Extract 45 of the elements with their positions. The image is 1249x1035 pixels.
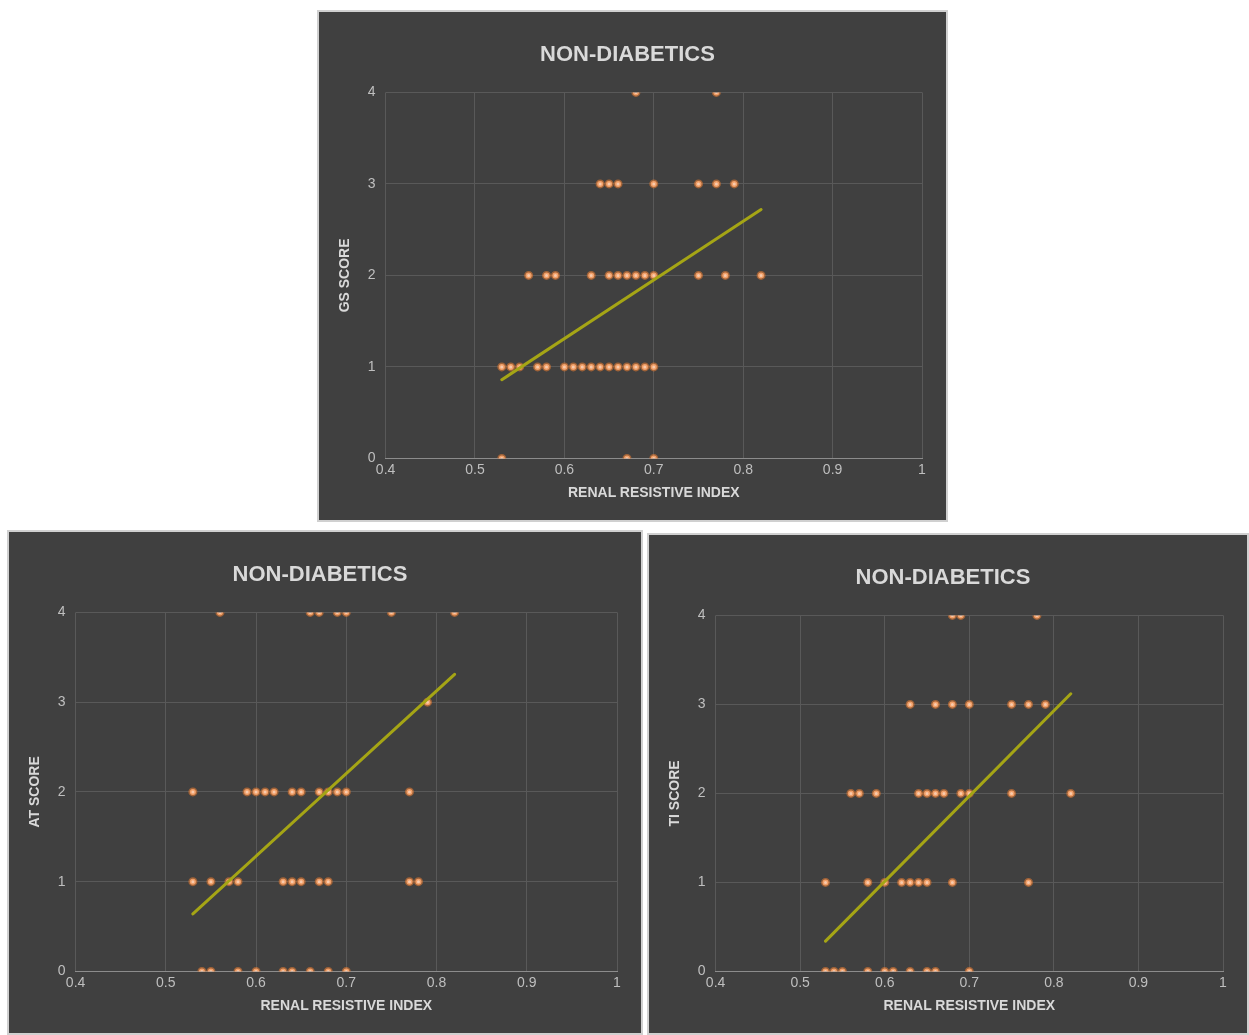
y-tick-label: 0: [697, 962, 706, 979]
y-tick-label: 4: [367, 83, 376, 100]
chart-title: NON-DIABETICS: [540, 41, 715, 67]
x-tick-label: 0.7: [959, 973, 980, 990]
x-axis-title: RENAL RESISTIVE INDEX: [567, 484, 741, 501]
x-tick-label: 0.7: [336, 973, 357, 990]
y-tick-label: 3: [57, 693, 66, 710]
y-tick-label: 3: [697, 695, 706, 712]
y-tick-label: 3: [367, 174, 376, 191]
chart-title: NON-DIABETICS: [855, 564, 1031, 590]
y-tick-label: 4: [57, 603, 66, 620]
x-tick-label: 0.5: [156, 973, 176, 990]
x-tick-label: 1: [613, 973, 622, 990]
x-axis-title: RENAL RESISTIVE INDEX: [883, 997, 1056, 1014]
y-axis-title: TI SCORE: [666, 760, 683, 827]
y-tick-label: 1: [367, 357, 376, 374]
y-tick-label: 2: [697, 784, 706, 801]
x-axis-title: RENAL RESISTIVE INDEX: [260, 997, 433, 1014]
x-tick-label: 0.9: [1128, 973, 1149, 990]
x-tick-label: 0.8: [426, 973, 447, 990]
x-tick-label: 0.9: [822, 460, 843, 477]
x-tick-label: 0.6: [554, 460, 575, 477]
x-tick-label: 0.8: [733, 460, 754, 477]
x-tick-label: 0.9: [517, 973, 537, 990]
chart-title: NON-DIABETICS: [232, 561, 408, 587]
y-tick-label: 1: [57, 872, 66, 889]
y-tick-label: 1: [697, 873, 706, 890]
y-axis-title: AT SCORE: [26, 756, 43, 828]
y-tick-label: 4: [697, 606, 706, 623]
x-tick-label: 0.6: [874, 973, 895, 990]
y-tick-label: 0: [57, 962, 66, 979]
x-tick-label: 0.4: [65, 973, 86, 990]
x-tick-label: 0.4: [705, 973, 726, 990]
x-tick-label: 1: [918, 460, 927, 477]
x-tick-label: 0.6: [246, 973, 266, 990]
x-tick-label: 0.4: [375, 460, 396, 477]
x-tick-label: 0.5: [465, 460, 485, 477]
y-tick-label: 0: [367, 449, 376, 466]
y-tick-label: 2: [57, 782, 66, 799]
y-axis-title: GS SCORE: [336, 238, 353, 313]
y-tick-label: 2: [367, 266, 376, 283]
x-tick-label: 1: [1219, 973, 1228, 990]
x-tick-label: 0.5: [790, 973, 811, 990]
x-tick-label: 0.8: [1044, 973, 1064, 990]
x-tick-label: 0.7: [644, 460, 664, 477]
